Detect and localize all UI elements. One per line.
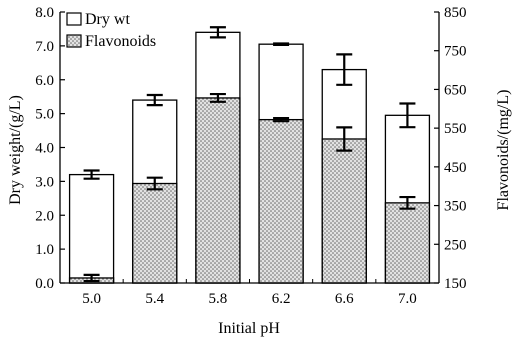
y-tick-label: 5.0 bbox=[35, 107, 54, 123]
error-bar-flavonoids bbox=[83, 273, 100, 283]
y-axis-title: Dry weight/(g/L) bbox=[7, 95, 24, 205]
error-bar-flavonoids bbox=[336, 126, 353, 152]
y2-tick-label: 150 bbox=[444, 276, 467, 292]
left-axis-ticks: 0.0 1.0 2.0 3.0 4.0 5.0 6.0 7.0 8.0 bbox=[35, 5, 65, 292]
y2-tick-label: 750 bbox=[444, 44, 467, 60]
y-tick-label: 6.0 bbox=[35, 73, 54, 89]
x-tick-label: 5.8 bbox=[209, 291, 228, 307]
bar-flavonoids bbox=[321, 138, 367, 284]
x-tick-label: 7.0 bbox=[398, 291, 417, 307]
bar-flavonoids bbox=[132, 182, 178, 284]
legend-label-flavonoids: Flavonoids bbox=[85, 33, 156, 50]
y-tick-label: 7.0 bbox=[35, 39, 54, 55]
legend-label-dry-wt: Dry wt bbox=[85, 11, 130, 28]
error-bar-flavonoids bbox=[209, 92, 226, 103]
bars-group bbox=[68, 31, 431, 284]
error-bar-dry-wt bbox=[399, 102, 416, 129]
y2-tick-label: 250 bbox=[444, 237, 467, 253]
x-tick-label: 5.4 bbox=[145, 291, 164, 307]
y2-tick-label: 550 bbox=[444, 121, 467, 137]
y-tick-label: 2.0 bbox=[35, 208, 54, 224]
bar-flavonoids bbox=[195, 97, 241, 284]
error-bar-dry-wt bbox=[336, 53, 353, 86]
legend: Dry wt Flavonoids bbox=[66, 11, 156, 50]
y-tick-label: 0.0 bbox=[35, 276, 54, 292]
right-axis-ticks: 150 250 350 450 550 650 750 850 bbox=[434, 5, 467, 292]
error-bars-group bbox=[83, 26, 416, 283]
error-bar-flavonoids bbox=[399, 195, 416, 210]
y2-tick-label: 650 bbox=[444, 82, 467, 98]
y2-tick-label: 850 bbox=[444, 5, 467, 21]
legend-swatch-dry-wt bbox=[66, 12, 82, 26]
y-tick-label: 1.0 bbox=[35, 242, 54, 258]
x-axis-ticks: 5.0 5.4 5.8 6.2 6.6 7.0 bbox=[59, 279, 440, 307]
error-bar-dry-wt bbox=[209, 26, 226, 39]
error-bar-flavonoids bbox=[146, 176, 163, 191]
error-bar-dry-wt bbox=[273, 42, 290, 46]
bar-flavonoids bbox=[258, 118, 304, 284]
error-bar-dry-wt bbox=[146, 93, 163, 107]
x-tick-label: 6.6 bbox=[335, 291, 354, 307]
y2-tick-label: 350 bbox=[444, 199, 467, 215]
y2-axis-title: Flavonoids/(mg/L) bbox=[495, 90, 512, 211]
bar-flavonoids bbox=[384, 202, 431, 284]
error-bar-dry-wt bbox=[83, 169, 100, 180]
y-tick-label: 4.0 bbox=[35, 141, 54, 157]
y-tick-label: 3.0 bbox=[35, 174, 54, 190]
error-bar-flavonoids bbox=[273, 116, 290, 123]
x-tick-label: 6.2 bbox=[272, 291, 291, 307]
x-axis-title: Initial pH bbox=[218, 320, 280, 337]
bar-dry-wt bbox=[68, 173, 115, 284]
y-tick-label: 8.0 bbox=[35, 5, 54, 21]
x-tick-label: 5.0 bbox=[82, 291, 101, 307]
y2-tick-label: 450 bbox=[444, 160, 467, 176]
legend-swatch-flavonoids bbox=[66, 34, 82, 48]
